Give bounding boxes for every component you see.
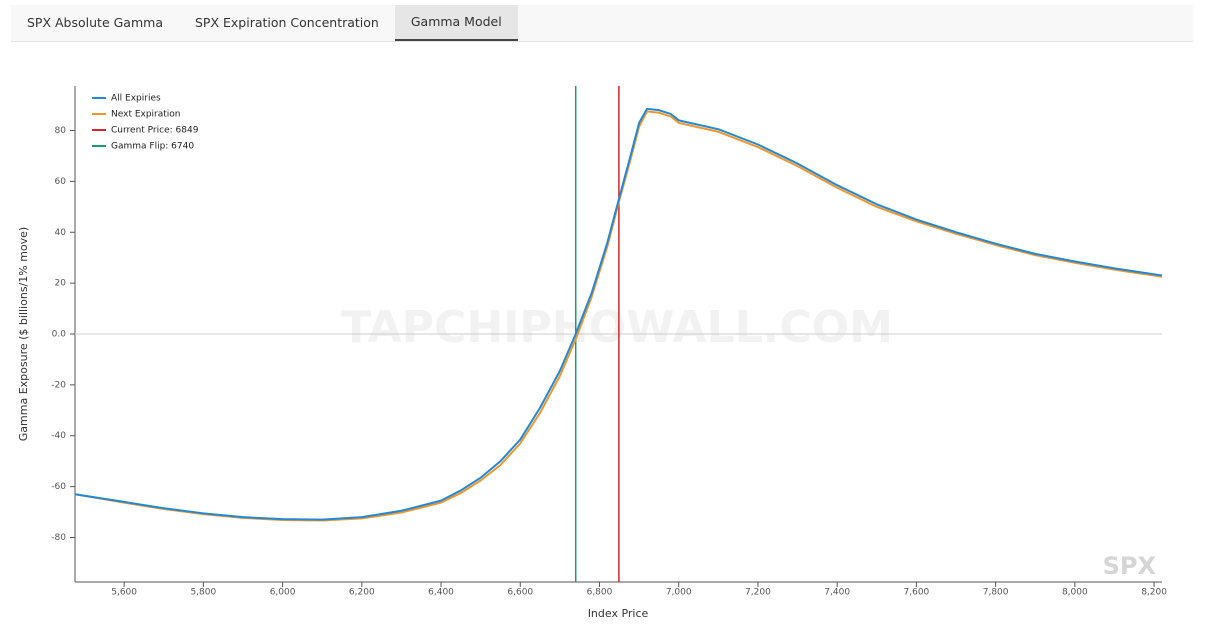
x-tick-label: 6,600 [507,588,533,598]
y-tick-label: 80 [55,126,67,136]
y-tick-label: 20 [55,279,67,289]
x-tick-label: 7,800 [983,588,1009,598]
series-line [74,107,1163,521]
y-axis-label: Gamma Exposure ($ billions/1% move) [17,227,30,441]
watermark: TAPCHIPHOWALL.COM [341,302,893,353]
x-tick-label: 7,600 [904,588,930,598]
x-tick-label: 8,000 [1062,588,1088,598]
legend-label: Gamma Flip: 6740 [111,142,194,152]
x-tick-label: 7,200 [745,588,771,598]
x-tick-label: 5,800 [190,588,216,598]
x-tick-label: 7,000 [666,588,692,598]
tab[interactable]: Gamma Model [394,5,518,41]
legend-label: Next Expiration [111,110,181,120]
y-tick-label: -20 [51,380,66,390]
tab-bar: SPX Absolute Gamma SPX Expiration Concent… [11,5,1193,42]
x-tick-label: 7,400 [824,588,850,598]
y-tick-label: 0.0 [52,330,67,340]
legend-label: All Expiries [111,94,161,104]
x-tick-label: 6,200 [349,588,375,598]
y-tick-label: -60 [51,482,66,492]
tab[interactable]: SPX Expiration Concentration [194,15,379,30]
y-tick-label: -40 [51,431,66,441]
y-tick-label: 40 [55,228,67,238]
legend-label: Current Price: 6849 [111,126,199,136]
x-tick-label: 6,400 [428,588,454,598]
x-tick-label: 6,800 [587,588,613,598]
x-tick-label: 8,200 [1141,588,1167,598]
x-tick-label: 6,000 [270,588,296,598]
corner-label: SPX [1103,552,1157,580]
y-tick-label: -80 [51,533,66,543]
y-tick-label: 60 [55,177,67,187]
x-tick-label: 5,600 [111,588,137,598]
x-axis-label: Index Price [588,607,649,620]
tab[interactable]: SPX Absolute Gamma [27,15,163,30]
